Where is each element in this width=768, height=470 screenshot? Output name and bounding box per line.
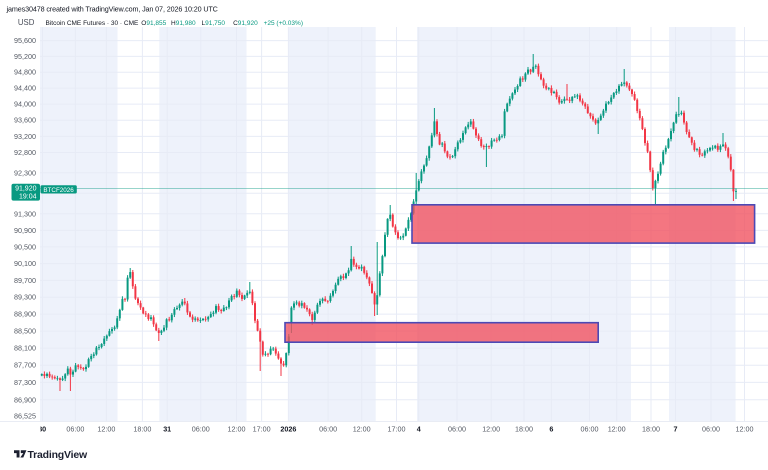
- svg-text:06:00: 06:00: [702, 425, 720, 434]
- svg-text:91,920: 91,920: [15, 186, 37, 193]
- svg-text:88,100: 88,100: [14, 344, 36, 353]
- svg-text:94,400: 94,400: [14, 84, 36, 93]
- svg-text:james30478 created with Tradin: james30478 created with TradingView.com,…: [6, 5, 218, 14]
- svg-text:USD: USD: [18, 18, 35, 27]
- svg-text:12:00: 12:00: [736, 425, 754, 434]
- svg-text:18:00: 18:00: [515, 425, 533, 434]
- svg-text:17:00: 17:00: [388, 425, 406, 434]
- svg-text:BTCF2026: BTCF2026: [43, 187, 74, 194]
- svg-text:87,300: 87,300: [14, 378, 36, 387]
- svg-text:06:00: 06:00: [448, 425, 466, 434]
- svg-text:O91,855: O91,855: [141, 20, 166, 27]
- svg-text:30: 30: [38, 425, 46, 434]
- svg-text:90,900: 90,900: [14, 226, 36, 235]
- svg-text:12:00: 12:00: [482, 425, 500, 434]
- svg-text:19:04: 19:04: [19, 194, 37, 201]
- svg-text:94,000: 94,000: [14, 100, 36, 109]
- svg-text:C91,920: C91,920: [233, 20, 258, 27]
- svg-text:H91,980: H91,980: [171, 20, 196, 27]
- svg-text:89,300: 89,300: [14, 293, 36, 302]
- svg-text:90,500: 90,500: [14, 242, 36, 251]
- svg-text:06:00: 06:00: [192, 425, 210, 434]
- svg-text:88,500: 88,500: [14, 327, 36, 336]
- svg-text:+25 (+0.03%): +25 (+0.03%): [264, 20, 303, 27]
- svg-text:93,600: 93,600: [14, 116, 36, 125]
- svg-text:92,300: 92,300: [14, 168, 36, 177]
- svg-text:12:00: 12:00: [97, 425, 115, 434]
- svg-text:89,700: 89,700: [14, 276, 36, 285]
- svg-text:L91,750: L91,750: [202, 20, 226, 27]
- svg-text:86,525: 86,525: [14, 412, 36, 421]
- svg-text:87,700: 87,700: [14, 361, 36, 370]
- svg-text:TradingView: TradingView: [28, 449, 88, 461]
- svg-text:95,600: 95,600: [14, 36, 36, 45]
- svg-text:94,800: 94,800: [14, 68, 36, 77]
- svg-text:91,300: 91,300: [14, 209, 36, 218]
- svg-text:93,200: 93,200: [14, 132, 36, 141]
- svg-text:88,900: 88,900: [14, 310, 36, 319]
- svg-text:4: 4: [417, 425, 421, 434]
- svg-text:17:00: 17:00: [253, 425, 271, 434]
- svg-text:6: 6: [549, 425, 553, 434]
- svg-text:12:00: 12:00: [353, 425, 371, 434]
- svg-text:90,100: 90,100: [14, 259, 36, 268]
- svg-text:12:00: 12:00: [228, 425, 246, 434]
- svg-text:12:00: 12:00: [608, 425, 626, 434]
- svg-text:2026: 2026: [280, 425, 296, 434]
- svg-text:Bitcoin CME Futures · 30 · CME: Bitcoin CME Futures · 30 · CME: [46, 20, 139, 27]
- svg-text:06:00: 06:00: [319, 425, 337, 434]
- svg-text:92,800: 92,800: [14, 148, 36, 157]
- svg-text:95,200: 95,200: [14, 52, 36, 61]
- svg-text:18:00: 18:00: [642, 425, 660, 434]
- svg-text:06:00: 06:00: [581, 425, 599, 434]
- svg-text:06:00: 06:00: [66, 425, 84, 434]
- svg-text:86,900: 86,900: [14, 395, 36, 404]
- svg-text:31: 31: [163, 425, 171, 434]
- svg-text:7: 7: [674, 425, 678, 434]
- svg-text:18:00: 18:00: [133, 425, 151, 434]
